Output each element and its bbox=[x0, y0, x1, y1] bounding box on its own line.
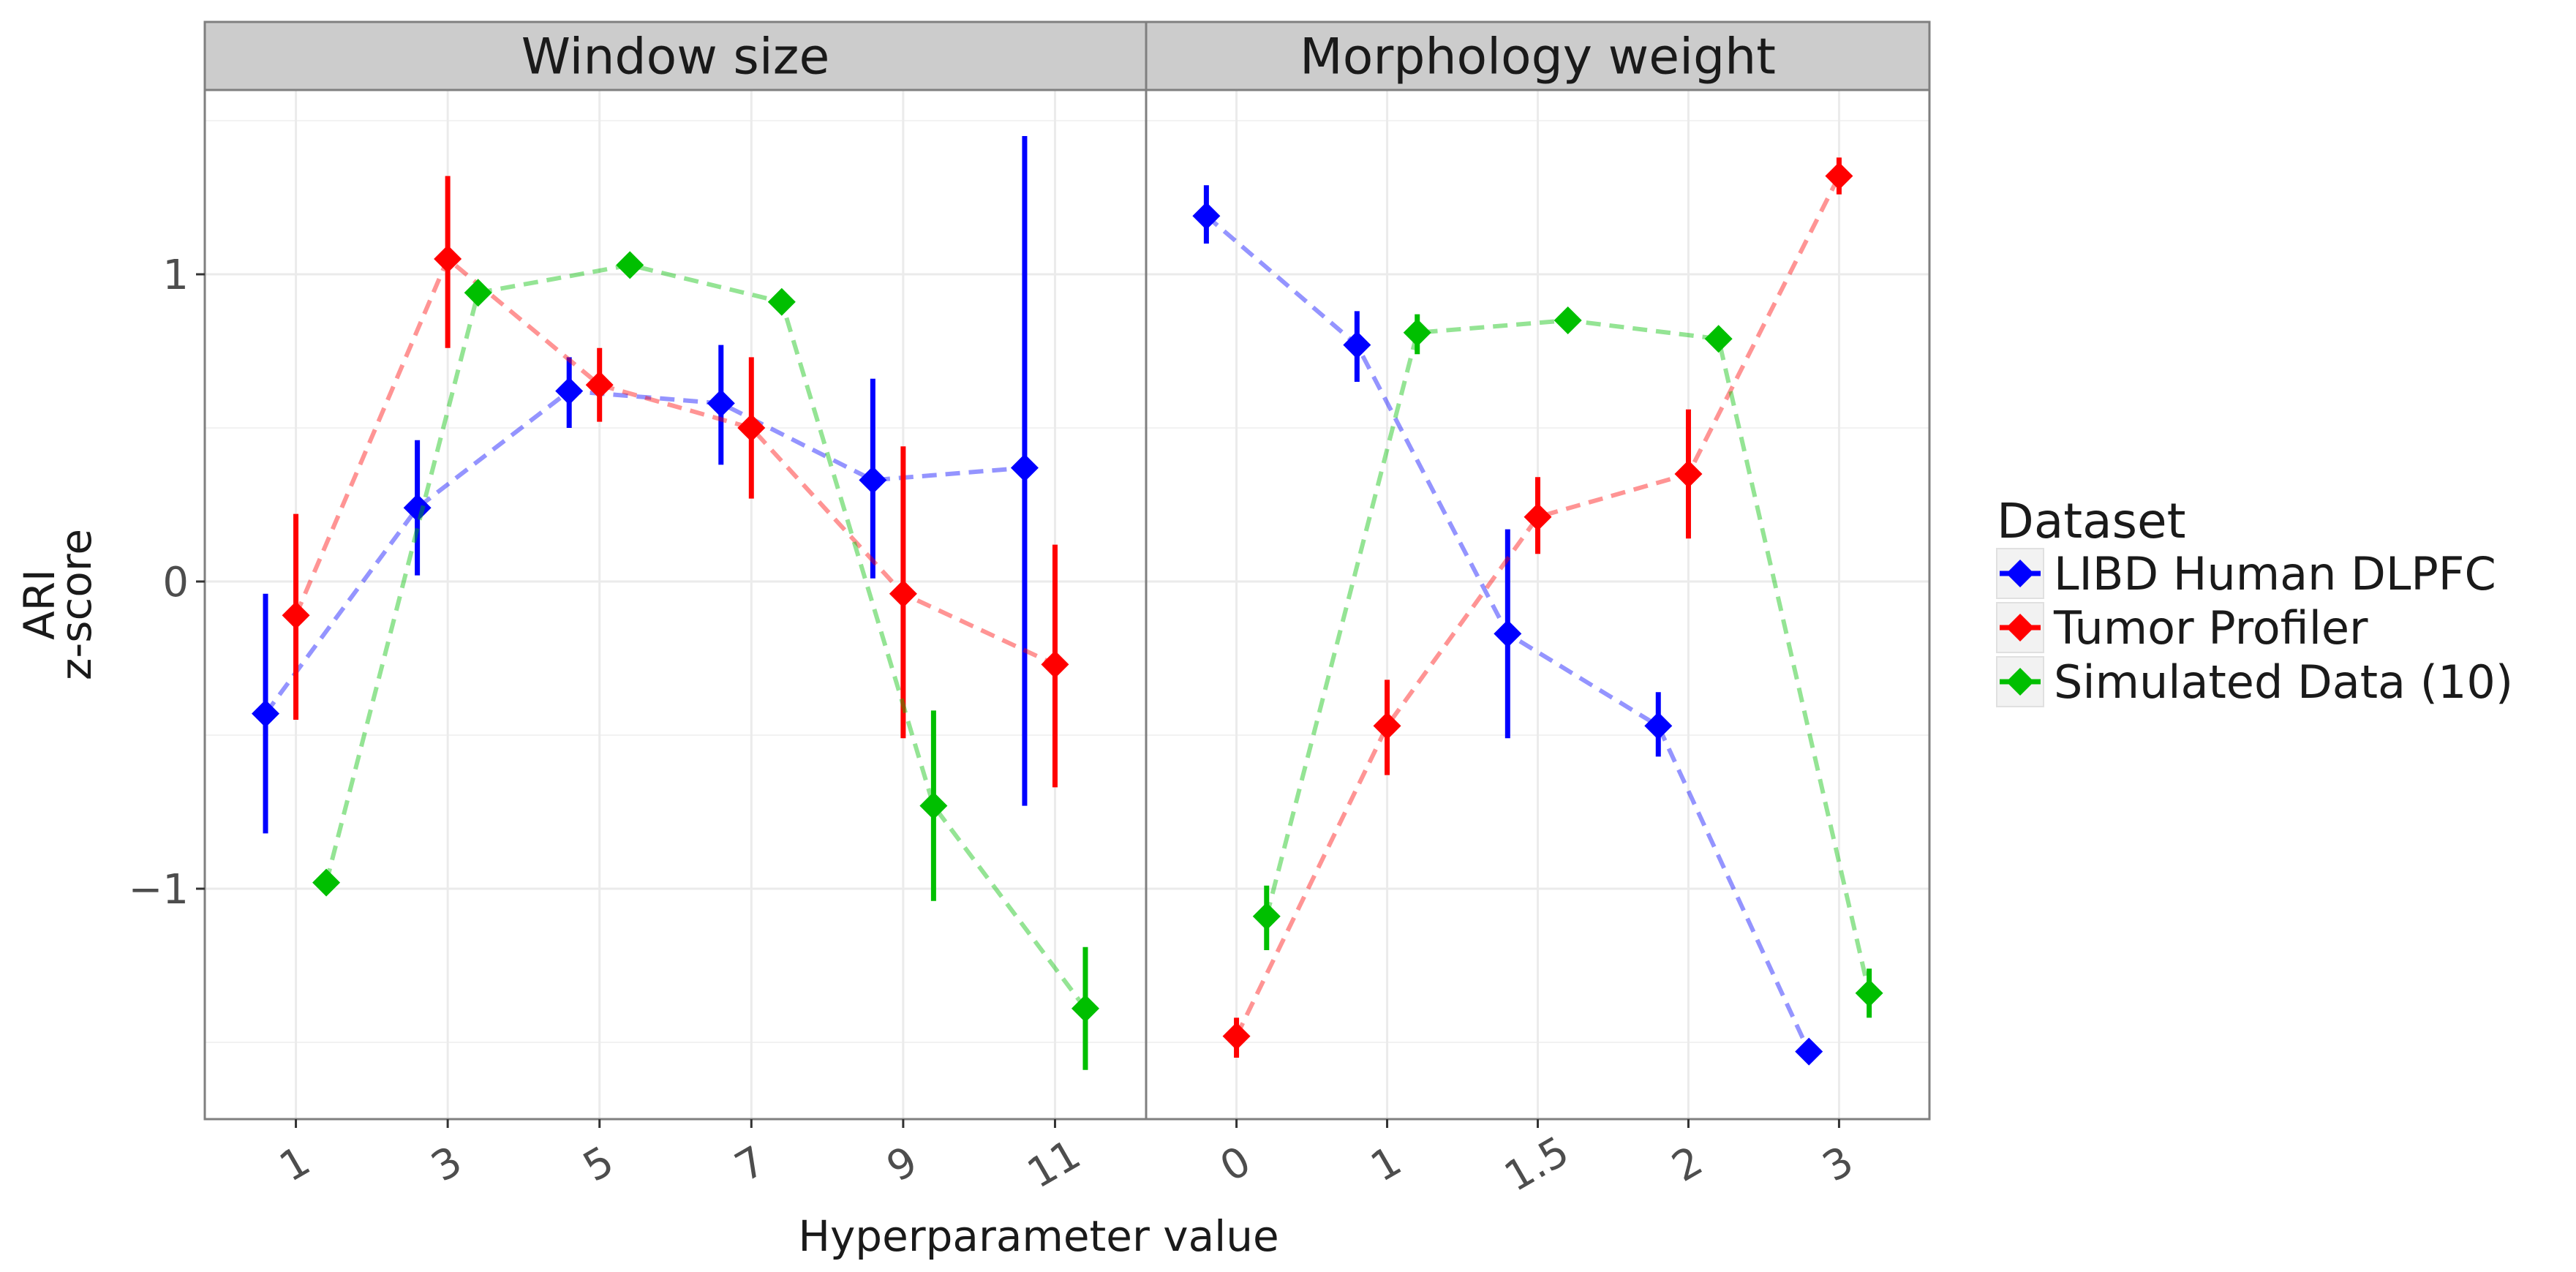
data-point bbox=[616, 251, 644, 279]
x-tick-label: 2 bbox=[1665, 1137, 1711, 1192]
data-point bbox=[1343, 331, 1371, 359]
data-point bbox=[1192, 202, 1221, 230]
data-point bbox=[919, 791, 948, 820]
facet-title: Window size bbox=[521, 29, 830, 86]
x-tick-label: 1 bbox=[272, 1137, 318, 1192]
data-point bbox=[282, 601, 310, 630]
legend-title: Dataset bbox=[1997, 493, 2185, 549]
x-tick-label: 1.5 bbox=[1496, 1127, 1577, 1201]
y-tick-label: −1 bbox=[128, 866, 189, 914]
data-point bbox=[464, 279, 492, 307]
legend-label: Simulated Data (10) bbox=[2054, 655, 2513, 709]
y-tick-label: 1 bbox=[162, 252, 189, 299]
x-axis-title: Hyperparameter value bbox=[798, 1211, 1278, 1261]
data-point bbox=[434, 245, 462, 273]
data-point bbox=[859, 466, 887, 494]
data-point bbox=[252, 699, 280, 728]
data-point bbox=[767, 287, 796, 316]
legend-key-diamond bbox=[2006, 560, 2034, 587]
y-axis-title-line-1: ARI bbox=[15, 569, 64, 640]
facet-strip-0 bbox=[203, 20, 1148, 91]
data-point bbox=[1674, 460, 1703, 488]
series-line-libd-human-dlpfc bbox=[263, 388, 1025, 715]
legend-key-diamond bbox=[2006, 614, 2034, 641]
x-tick-label: 3 bbox=[423, 1137, 470, 1192]
data-point bbox=[1222, 1022, 1251, 1050]
data-point bbox=[1403, 318, 1431, 347]
panel-background-0 bbox=[205, 90, 1146, 1119]
series-line-tumor-profiler bbox=[293, 255, 1056, 667]
data-point bbox=[403, 494, 432, 522]
data-point bbox=[1071, 994, 1099, 1023]
facet-strip-1 bbox=[1145, 20, 1931, 91]
legend-label: Tumor Profiler bbox=[2053, 601, 2368, 655]
data-point bbox=[585, 371, 614, 399]
x-tick-label: 9 bbox=[879, 1137, 925, 1192]
series-line-tumor-profiler bbox=[1234, 175, 1842, 1037]
data-point bbox=[1553, 306, 1582, 334]
data-point bbox=[737, 414, 766, 442]
data-point bbox=[1252, 902, 1281, 930]
series-line-simulated-data-10- bbox=[324, 263, 1088, 1010]
x-tick-label: 5 bbox=[576, 1137, 622, 1192]
data-point bbox=[1825, 162, 1853, 190]
data-point bbox=[1524, 503, 1552, 531]
y-tick-label: 0 bbox=[162, 559, 189, 606]
data-point bbox=[555, 377, 584, 405]
data-point bbox=[1795, 1037, 1823, 1066]
data-point bbox=[1855, 979, 1883, 1007]
data-point bbox=[312, 868, 341, 897]
x-tick-label: 1 bbox=[1363, 1137, 1409, 1192]
x-tick-label: 7 bbox=[727, 1137, 773, 1192]
data-point bbox=[1644, 712, 1673, 740]
y-axis-title-line-2: z-score bbox=[51, 529, 101, 680]
data-point bbox=[889, 579, 917, 608]
legend-key-diamond bbox=[2006, 668, 2034, 696]
data-point bbox=[1010, 454, 1039, 482]
data-point bbox=[707, 389, 735, 418]
data-point bbox=[1373, 712, 1401, 740]
data-point bbox=[1494, 620, 1522, 648]
data-point bbox=[1041, 650, 1069, 679]
x-tick-label: 3 bbox=[1815, 1137, 1861, 1192]
facet-title: Morphology weight bbox=[1300, 29, 1776, 86]
x-tick-label: 11 bbox=[1020, 1131, 1088, 1198]
x-tick-label: 0 bbox=[1213, 1137, 1259, 1192]
data-point bbox=[1704, 325, 1733, 353]
legend-label: LIBD Human DLPFC bbox=[2054, 547, 2496, 601]
